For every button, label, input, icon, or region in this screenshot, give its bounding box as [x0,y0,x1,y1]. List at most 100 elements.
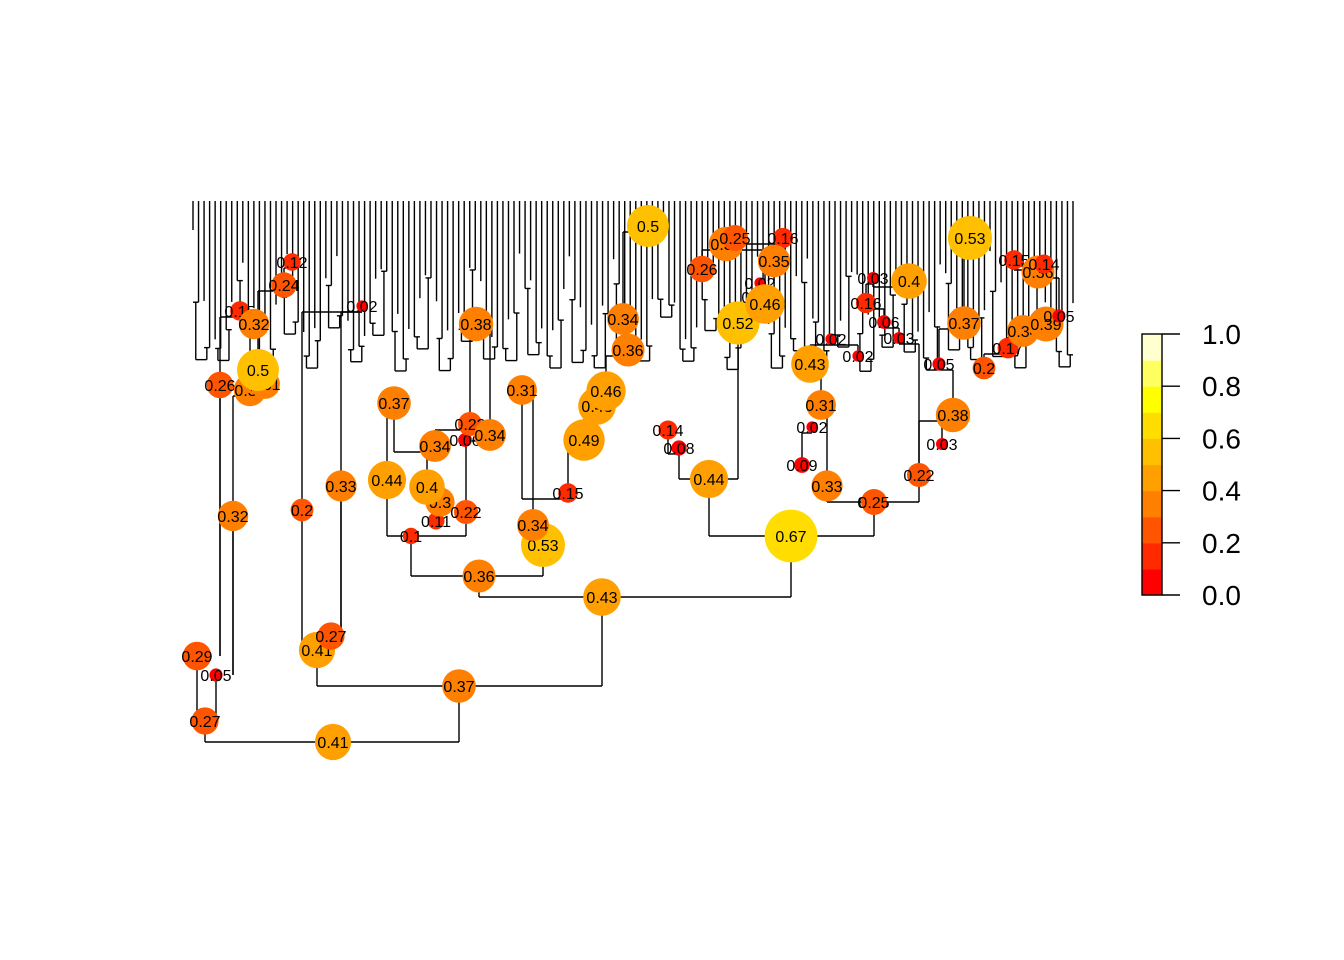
node-circle [209,668,223,682]
node-value-label: 0.29 [181,649,212,666]
node-circle [607,303,639,335]
node-value-label: 0.15 [998,253,1029,270]
node-value-label: 0.34 [474,428,505,445]
node-value-label: 0.12 [276,255,307,272]
legend-color-band [1142,490,1162,518]
legend-tick-label: 0.8 [1202,371,1241,402]
node-value-label: 0.37 [443,679,474,696]
node-value-label: 0.06 [868,315,899,332]
node-circle [907,463,931,487]
node-value-label: 0.38 [460,317,491,334]
node-circle [811,470,843,502]
node-value-label: 0.67 [775,529,806,546]
node-circle [409,469,445,505]
node-value-label: 0.14 [1028,257,1059,274]
node-circle [290,498,314,522]
node-value-label: 0.49 [568,433,599,450]
node-value-label: 0.27 [189,714,220,731]
node-circle [237,349,279,391]
legend-color-band [1142,542,1162,570]
node-value-label: 0.22 [903,468,934,485]
node-circle [891,263,927,299]
node-circle [1004,250,1024,270]
node-circle [586,371,626,411]
node-circle [852,350,864,362]
node-value-label: 0.26 [204,378,235,395]
legend-color-band [1142,464,1162,492]
node-value-label: 0.02 [815,332,846,349]
node-value-label: 0.02 [796,420,827,437]
node-value-label: 0.2 [973,361,995,378]
node-value-label: 0.08 [663,441,694,458]
node-circle [558,483,578,503]
node-circle [772,227,794,249]
node-circle [722,225,748,251]
node-circle [867,272,879,284]
node-circle [745,284,785,324]
node-value-label: 0.05 [200,668,231,685]
node-circle [972,356,996,380]
node-circle [825,333,837,345]
node-circle [182,641,212,671]
node-value-label: 0.31 [506,383,537,400]
node-value-label: 0.02 [346,299,377,316]
node-value-label: 0.25 [858,495,889,512]
node-value-label: 0.33 [325,479,356,496]
node-circle [356,300,368,312]
node-value-label: 0.15 [552,486,583,503]
node-circle [462,559,496,593]
node-circle [217,500,249,532]
legend-frame [1141,333,1163,596]
node-value-label: 0.03 [883,331,914,348]
node-value-label: 0.5 [637,219,659,236]
node-value-label: 0.31 [805,398,836,415]
node-value-label: 0.32 [217,509,248,526]
legend-color-band [1142,516,1162,544]
node-value-label: 0.4 [898,274,920,291]
node-value-label: 0.37 [378,396,409,413]
node-value-label: 0.34 [607,312,638,329]
node-circle [474,419,506,451]
node-circle [563,419,605,461]
node-value-label: 0.33 [811,479,842,496]
node-circle [794,457,810,473]
node-value-label: 0.41 [317,735,348,752]
node-value-label: 0.05 [923,357,954,374]
color-scale-legend: 0.0 0.2 0.4 0.6 0.8 1.0 [1141,319,1241,611]
node-value-label: 0.2 [291,503,313,520]
node-circle [238,308,270,340]
node-value-label: 0.44 [693,472,724,489]
node-value-label: 0.09 [786,458,817,475]
node-circle [855,292,877,314]
node-circle [325,470,357,502]
legend-tick-label: 0.4 [1202,476,1241,507]
node-circle [458,433,472,447]
node-circle [1052,309,1066,323]
node-value-label: 0.03 [926,437,957,454]
node-circle [932,357,946,371]
node-circle [806,421,818,433]
node-value-label: 0.38 [937,408,968,425]
node-value-label: 0.5 [247,363,269,380]
node-value-label: 0.16 [767,231,798,248]
node-circle [893,332,905,344]
node-value-label: 0.24 [268,278,299,295]
legend-color-band [1142,334,1162,361]
node-value-label: 0.46 [590,384,621,401]
node-circle [877,315,891,329]
node-value-label: 0.36 [463,569,494,586]
node-circle [611,333,645,367]
node-circle [283,253,301,271]
node-value-label: 0.14 [652,423,683,440]
node-value-label: 0.43 [794,357,825,374]
legend-tick-label: 0.0 [1202,580,1241,611]
node-value-label: 0.11 [421,514,451,531]
legend-color-band [1142,360,1162,387]
node-circle [317,622,345,650]
node-circle [1034,254,1054,274]
node-circle [671,440,687,456]
tree-nodes: 0.410.270.290.050.320.260.350.310.50.150… [181,205,1075,761]
node-value-label: 0.03 [857,271,888,288]
legend-tick-label: 0.2 [1202,528,1241,559]
